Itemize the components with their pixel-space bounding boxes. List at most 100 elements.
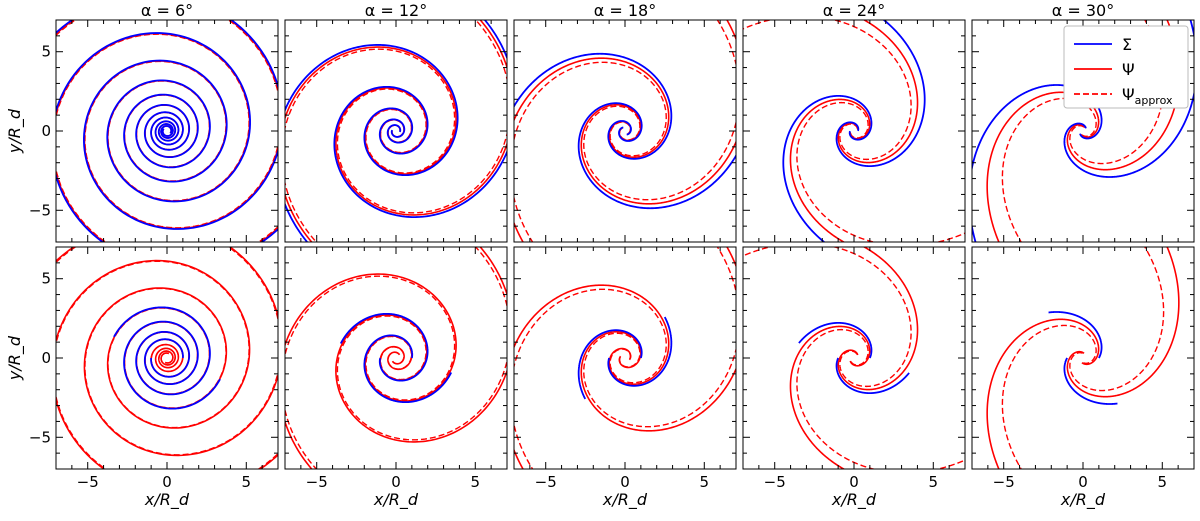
ticks <box>971 19 1195 243</box>
plot-area <box>514 20 736 242</box>
plot-area <box>285 247 507 469</box>
x-axis-label-col-4: x/R_d <box>831 490 877 510</box>
x-tick-label: 5 <box>1158 473 1168 491</box>
psi-approx-arm-2 <box>336 20 507 214</box>
sigma-arm-1 <box>123 320 221 410</box>
psi-arm-1 <box>580 247 736 432</box>
sigma-arm-1 <box>782 94 873 242</box>
y-tick-label: 0 <box>41 122 51 140</box>
ticks <box>284 19 508 243</box>
psi-approx-arm-1 <box>1001 97 1097 242</box>
panel-row1-col4: α = 24° <box>742 1 966 243</box>
panel-row1-col3: α = 18° <box>513 1 737 243</box>
x-tick-label: 5 <box>929 473 939 491</box>
panel-frame <box>513 19 737 243</box>
panel-row2-col3: −5 0 5 <box>513 246 737 491</box>
panel-title-alpha: α = 6° <box>141 1 193 20</box>
sigma-arm-1 <box>285 44 459 242</box>
x-axis-label-col-5: x/R_d <box>1060 490 1106 510</box>
plot-area <box>986 247 1180 469</box>
sigma-arm-2 <box>1063 357 1118 405</box>
psi-approx-arm-2 <box>743 20 912 161</box>
x-tick-label: 0 <box>391 473 401 491</box>
psi-arm-2 <box>1066 247 1180 398</box>
panel-title-alpha: α = 18° <box>594 1 656 20</box>
psi-arm-1 <box>986 318 1100 469</box>
psi-arm-2 <box>514 57 670 242</box>
plot-area <box>285 20 507 242</box>
psi-approx-arm-1 <box>285 48 456 242</box>
psi-arm-1 <box>580 20 736 205</box>
x-tick-label: 0 <box>620 473 630 491</box>
y-axis-label-row-2: y/R_d <box>5 335 25 381</box>
sigma-arm-2 <box>339 312 429 382</box>
sigma-arm-1 <box>577 329 643 400</box>
psi-approx-arm-2 <box>743 247 912 388</box>
y-tick-label: 5 <box>41 43 51 61</box>
sigma-arm-1 <box>798 321 873 359</box>
psi-approx-arm-2 <box>336 247 507 441</box>
panel-title-alpha: α = 12° <box>365 1 427 20</box>
y-tick-label: 0 <box>41 349 51 367</box>
panel-frame <box>284 246 508 470</box>
ticks <box>742 19 966 243</box>
psi-approx-arm-2 <box>514 61 667 242</box>
y-axis-label-row-1: y/R_d <box>5 108 25 154</box>
ticks <box>971 246 1195 470</box>
sigma-arm-2 <box>1063 20 1194 178</box>
x-tick-label: 0 <box>1078 473 1088 491</box>
panel-title-alpha: α = 30° <box>1052 1 1114 20</box>
psi-approx-arm-1 <box>796 101 965 242</box>
plot-area <box>514 247 736 469</box>
ticks <box>513 246 737 470</box>
y-tick-label: −5 <box>29 428 51 446</box>
sigma-arm-2 <box>607 316 673 387</box>
panel-frame <box>513 246 737 470</box>
sigma-arm-2 <box>835 357 910 395</box>
sigma-arm-1 <box>972 84 1103 242</box>
psi-approx-arm-1 <box>285 275 456 469</box>
psi-approx-arm-2 <box>514 288 667 469</box>
legend-box <box>1063 25 1189 109</box>
y-tick-label: −5 <box>29 201 51 219</box>
psi-arm-2 <box>514 284 670 469</box>
psi-arm-2 <box>1066 20 1180 171</box>
legend-label-sigma: Σ <box>1122 35 1132 54</box>
plot-area <box>56 20 278 242</box>
sigma-arm-1 <box>363 334 453 404</box>
panel-row2-col4: −5 0 5 <box>742 246 966 491</box>
x-tick-label: 0 <box>849 473 859 491</box>
ticks <box>55 246 279 470</box>
x-tick-label: −5 <box>764 473 786 491</box>
x-tick-label: −5 <box>993 473 1015 491</box>
panel-frame <box>742 19 966 243</box>
x-tick-label: −5 <box>535 473 557 491</box>
sigma-arm-1 <box>577 20 736 210</box>
ticks <box>742 246 966 470</box>
psi-arm-1 <box>986 91 1100 242</box>
x-axis-label-col-1: x/R_d <box>144 490 190 510</box>
x-tick-label: 5 <box>700 473 710 491</box>
ticks <box>55 19 279 243</box>
panels-group: −5 0 5 α = 6° −5 0 5 −5 0 5 α = 12° −5 0 5 α = 18° −5 0 5… <box>29 1 1195 491</box>
sigma-arm-2 <box>514 52 673 242</box>
x-tick-label: −5 <box>306 473 328 491</box>
sigma-arm-2 <box>835 20 926 168</box>
sigma-arm-2 <box>113 306 211 396</box>
sigma-arm-1 <box>56 20 278 230</box>
psi-approx-arm-1 <box>583 247 736 428</box>
panel-row1-col1: −5 0 5 α = 6° <box>29 1 279 243</box>
plot-area <box>56 247 278 469</box>
psi-approx-arm-2 <box>1069 247 1165 392</box>
panel-frame <box>55 19 279 243</box>
psi-arm-2 <box>335 20 507 216</box>
panel-frame <box>742 246 966 470</box>
x-tick-label: 5 <box>471 473 481 491</box>
x-axis-label-col-2: x/R_d <box>373 490 419 510</box>
legend-label-psi: Ψ <box>1122 60 1135 79</box>
psi-approx-arm-1 <box>583 20 736 201</box>
psi-arm-2 <box>837 247 919 391</box>
y-tick-label: 5 <box>41 270 51 288</box>
